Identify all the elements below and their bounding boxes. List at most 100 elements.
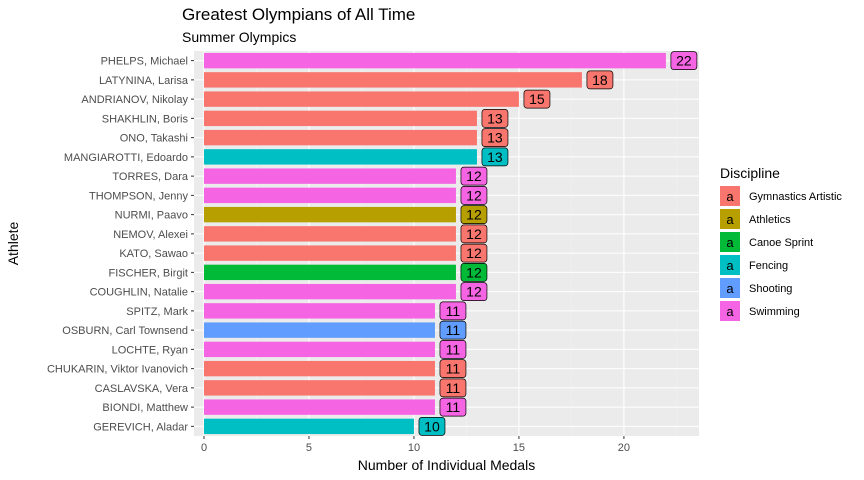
data-label: 12 xyxy=(460,205,488,224)
legend-label: Shooting xyxy=(749,283,792,295)
bar xyxy=(204,303,435,319)
bar xyxy=(204,72,582,88)
chart-title: Greatest Olympians of All Time xyxy=(182,5,416,24)
y-tick-label: PHELPS, Michael xyxy=(101,56,188,68)
legend-item: a Swimming xyxy=(720,301,800,321)
data-label: 11 xyxy=(439,359,467,378)
bar xyxy=(204,418,414,435)
data-label: 13 xyxy=(481,128,509,147)
data-label: 11 xyxy=(439,301,467,321)
legend-key-glyph: a xyxy=(726,189,734,204)
legend-key-glyph: a xyxy=(726,304,734,319)
data-label-value: 12 xyxy=(466,264,482,280)
legend-key xyxy=(720,255,740,275)
data-label-box xyxy=(460,224,488,244)
data-label-value: 12 xyxy=(466,207,482,223)
y-tick-label: MANGIAROTTI, Edoardo xyxy=(64,152,188,164)
legend-title: Discipline xyxy=(720,165,780,181)
data-label-box xyxy=(460,205,488,224)
data-label: 12 xyxy=(460,224,488,244)
legend-key xyxy=(720,301,740,321)
data-label: 12 xyxy=(460,263,488,282)
x-axis-title: Number of Individual Medals xyxy=(358,457,535,473)
y-tick-label: OSBURN, Carl Townsend xyxy=(62,325,188,337)
data-label: 11 xyxy=(439,320,467,340)
data-label-box xyxy=(439,340,467,359)
data-label-box xyxy=(439,359,467,378)
bar xyxy=(204,341,435,358)
data-label-value: 10 xyxy=(424,418,440,434)
data-label-box xyxy=(460,282,488,301)
data-label: 11 xyxy=(439,397,467,417)
y-tick-label: LOCHTE, Ryan xyxy=(112,344,188,356)
y-tick-label: CHUKARIN, Viktor Ivanovich xyxy=(47,364,188,376)
data-label: 12 xyxy=(460,166,488,186)
x-tick-label: 20 xyxy=(618,442,630,454)
bar xyxy=(204,52,666,69)
legend: Discipline a Gymnastics Artistic a Athletics… xyxy=(720,165,842,321)
bar xyxy=(204,206,456,223)
data-label-box xyxy=(481,128,509,147)
data-label-value: 11 xyxy=(446,380,461,396)
bar xyxy=(204,360,435,377)
data-label-box xyxy=(439,301,467,321)
y-tick-label: NEMOV, Alexei xyxy=(113,229,188,241)
data-label: 12 xyxy=(460,186,488,205)
data-label: 12 xyxy=(460,243,488,263)
y-tick-label: SHAKHLIN, Boris xyxy=(102,113,189,125)
data-label-value: 12 xyxy=(466,226,482,242)
y-tick-label: TORRES, Dara xyxy=(112,171,188,183)
data-label: 13 xyxy=(481,147,509,167)
data-label-value: 22 xyxy=(676,53,692,69)
legend-label: Gymnastics Artistic xyxy=(749,191,842,203)
legend-label: Fencing xyxy=(749,260,788,272)
legend-key-glyph: a xyxy=(726,281,734,296)
data-label-box xyxy=(418,417,446,436)
y-tick-label: COUGHLIN, Natalie xyxy=(90,287,188,299)
data-label-box xyxy=(460,166,488,186)
bar xyxy=(204,110,477,127)
data-label-value: 11 xyxy=(446,322,461,338)
legend-key xyxy=(720,232,740,252)
legend-label: Swimming xyxy=(749,306,800,318)
legend-item: a Gymnastics Artistic xyxy=(720,186,842,206)
data-label-value: 13 xyxy=(487,130,503,146)
data-label-value: 13 xyxy=(487,110,503,126)
data-label-value: 11 xyxy=(446,361,461,377)
x-tick-label: 0 xyxy=(201,442,207,454)
data-label-box xyxy=(460,186,488,205)
data-label: 18 xyxy=(586,70,614,90)
bar xyxy=(204,322,435,338)
legend-item: a Athletics xyxy=(720,209,791,229)
x-axis: 0 5 10 15 20 xyxy=(201,436,630,454)
data-label-value: 12 xyxy=(466,245,482,261)
plot-panel xyxy=(194,51,699,436)
data-label-value: 18 xyxy=(592,72,608,88)
bar xyxy=(204,399,435,415)
bar xyxy=(204,168,456,184)
data-label-box xyxy=(670,51,698,70)
legend-label: Canoe Sprint xyxy=(749,237,813,249)
legend-key-glyph: a xyxy=(726,235,734,250)
bar xyxy=(204,149,477,165)
bar xyxy=(204,91,519,107)
bar xyxy=(204,187,456,204)
y-tick-label: LATYNINA, Larisa xyxy=(99,75,189,87)
data-label-box xyxy=(439,378,467,398)
data-label-value: 11 xyxy=(446,399,461,415)
legend-key xyxy=(720,186,740,206)
data-label-box xyxy=(481,147,509,167)
data-label-value: 12 xyxy=(466,187,482,203)
data-label-value: 12 xyxy=(466,284,482,300)
y-tick-label: FISCHER, Birgit xyxy=(109,267,188,279)
y-tick-label: KATO, Sawao xyxy=(119,248,188,260)
bar xyxy=(204,264,456,281)
legend-item: a Shooting xyxy=(720,278,792,298)
y-tick-label: ONO, Takashi xyxy=(120,133,188,145)
data-label-box xyxy=(439,397,467,417)
bars xyxy=(204,52,666,435)
data-label-value: 12 xyxy=(466,168,482,184)
legend-item: a Fencing xyxy=(720,255,788,275)
chart-subtitle: Summer Olympics xyxy=(182,29,297,45)
bar xyxy=(204,226,456,242)
